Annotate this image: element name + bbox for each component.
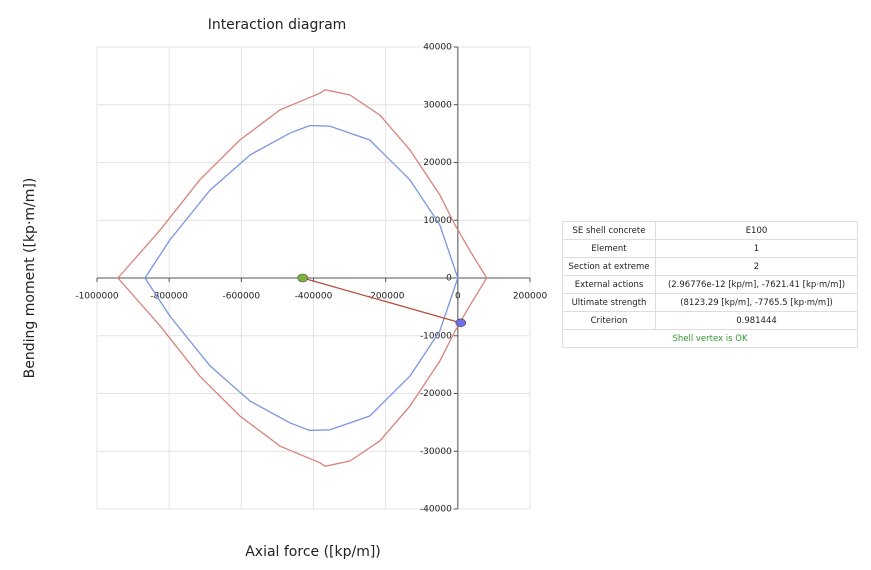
x-tick-label: -600000 <box>223 292 261 302</box>
curve <box>117 89 488 467</box>
curve <box>302 277 461 324</box>
cell-value: 2 <box>655 257 858 276</box>
x-tick-label: 200000 <box>513 292 548 302</box>
y-tick-label: -30000 <box>420 447 452 457</box>
table-row: External actions (2.96776e-12 [kp/m], -76… <box>562 275 858 294</box>
y-tick-label: 30000 <box>423 100 452 110</box>
cell-value: (8123.29 [kp/m], -7765.5 [kp·m/m]) <box>655 293 858 312</box>
y-tick-label: 20000 <box>423 158 452 168</box>
y-tick-label: -20000 <box>420 389 452 399</box>
x-tick-label: -400000 <box>295 292 333 302</box>
cell-key: Element <box>562 239 656 258</box>
cell-value: (2.96776e-12 [kp/m], -7621.41 [kp·m/m]) <box>655 275 858 294</box>
cell-key: SE shell concrete <box>562 221 656 240</box>
chart-title: Interaction diagram <box>208 17 347 33</box>
x-tick-label: -200000 <box>367 292 405 302</box>
point-marker <box>297 273 308 283</box>
y-axis-label: Bending moment ([kp·m/m]) <box>22 178 38 379</box>
table-row: Shell vertex is OK <box>562 329 858 348</box>
status-message: Shell vertex is OK <box>562 329 858 348</box>
curve <box>144 124 459 432</box>
y-tick-label: 40000 <box>423 43 452 53</box>
point-marker <box>455 318 467 328</box>
table-body: SE shell concrete E100 Element 1 Section at … <box>562 221 858 348</box>
result-table: SE shell concrete E100 Element 1 Section at … <box>562 221 858 348</box>
y-tick-label: -40000 <box>420 505 452 515</box>
table-row: Element 1 <box>562 239 858 258</box>
cell-key: External actions <box>562 275 656 294</box>
cell-key: Ultimate strength <box>562 293 656 312</box>
table-row: Section at extreme 2 <box>562 257 858 276</box>
x-tick-label: -1000000 <box>75 292 119 302</box>
cell-key: Section at extreme <box>562 257 656 276</box>
table-row: Criterion 0.981444 <box>562 311 858 330</box>
cell-key: Criterion <box>562 311 656 330</box>
table-row: Ultimate strength (8123.29 [kp/m], -7765.… <box>562 293 858 312</box>
chart: Interaction diagram Axial force ([kp/m])… <box>22 17 548 560</box>
cell-value: 1 <box>655 239 858 258</box>
x-axis-label: Axial force ([kp/m]) <box>245 544 381 560</box>
cell-value: 0.981444 <box>655 311 858 330</box>
x-tick-label: -800000 <box>150 292 188 302</box>
cell-value: E100 <box>655 221 858 240</box>
table-row: SE shell concrete E100 <box>562 221 858 240</box>
